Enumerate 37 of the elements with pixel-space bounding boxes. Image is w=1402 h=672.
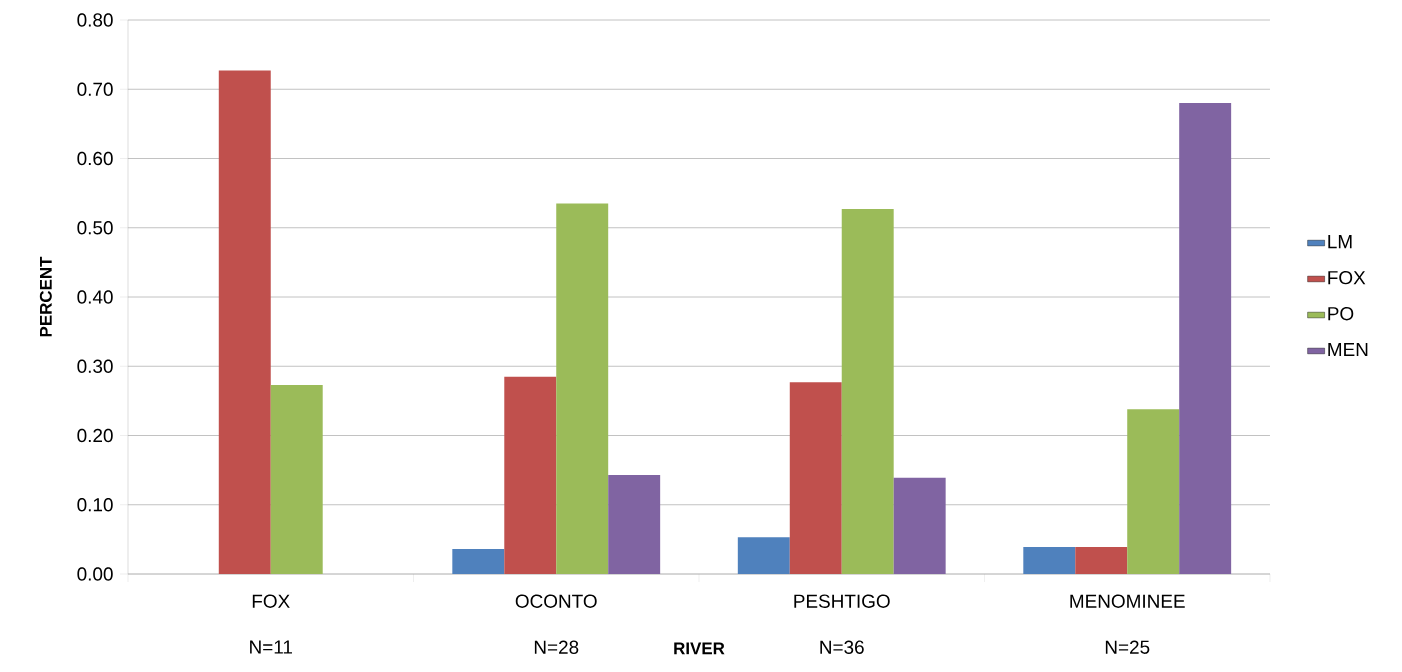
y-tick-label: 0.20 [77, 428, 113, 443]
bar [218, 70, 271, 574]
text: N=11 [250, 640, 292, 654]
legend-label: LM [1328, 235, 1352, 249]
bar [270, 384, 323, 574]
legend-label: MEN [1328, 343, 1368, 357]
bar [789, 382, 842, 574]
legend-label: FOX [1328, 270, 1366, 285]
bar [556, 203, 609, 574]
x-tick-label: FOX [252, 594, 290, 608]
y-tick-label: 0.30 [77, 359, 113, 373]
bar [1023, 546, 1076, 574]
text: N=36 [820, 640, 864, 654]
x-tick-label: OCONTO [515, 594, 597, 608]
bar [504, 376, 557, 574]
bar [452, 549, 505, 574]
y-tick-label: 0.60 [77, 151, 113, 166]
x-tick-label: MENOMINEE [1070, 594, 1185, 608]
bar [841, 209, 894, 574]
y-tick-label: 0.70 [77, 82, 113, 96]
x-tick-label: PESHTIGO [794, 594, 890, 608]
y-tick-label: 0.50 [77, 221, 113, 235]
y-tick-label: 0.80 [77, 13, 113, 27]
y-axis-title: PERCENT [39, 256, 52, 337]
bar [893, 477, 946, 574]
bar [608, 474, 661, 574]
text: N=25 [1105, 640, 1150, 654]
bar [1127, 409, 1180, 574]
y-tick-label: 0.40 [77, 290, 113, 304]
x-axis-title: RIVER [674, 642, 725, 655]
bar [1179, 103, 1232, 574]
y-tick-label: 0.00 [77, 567, 113, 581]
y-tick-label: 0.10 [77, 498, 113, 512]
legend-label: PO [1328, 306, 1354, 321]
bar [737, 537, 790, 574]
bar [1075, 546, 1128, 574]
text: N=28 [534, 640, 579, 654]
